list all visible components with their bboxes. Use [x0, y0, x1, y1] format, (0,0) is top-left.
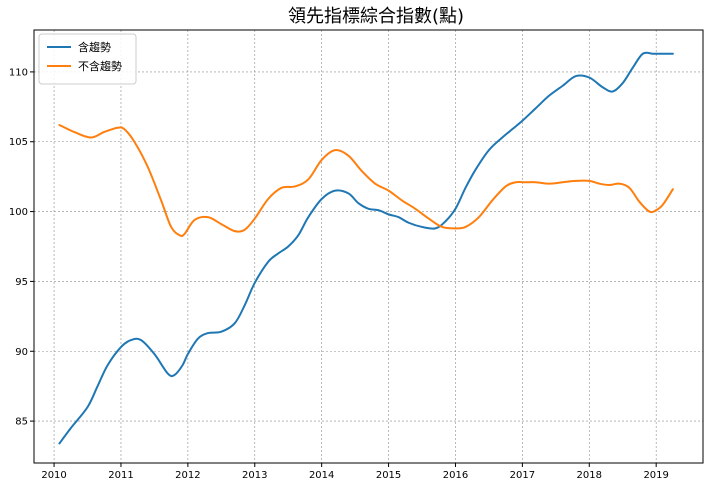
y-tick-label: 95 [15, 277, 28, 288]
series-line-1 [58, 123, 674, 238]
y-tick-label: 85 [15, 417, 28, 428]
series-line-0 [58, 51, 674, 445]
y-tick-label: 90 [15, 347, 28, 358]
x-tick-label: 2018 [577, 470, 602, 481]
x-tick-label: 2015 [376, 470, 401, 481]
chart-title: 領先指標綜合指數(點) [288, 6, 464, 27]
x-tick-label: 2012 [175, 470, 200, 481]
legend-label-0: 含趨勢 [78, 40, 111, 54]
series-lines [58, 51, 674, 445]
y-tick-label: 100 [9, 207, 28, 218]
plot-area-frame [33, 29, 704, 464]
y-axis: 85 90 95 100 105 110 [9, 67, 34, 428]
x-tick-label: 2013 [242, 470, 267, 481]
x-axis: 2010 2011 2012 2013 2014 2015 2016 2017 2018 2019 [41, 463, 669, 481]
x-tick-label: 2016 [443, 470, 468, 481]
grid [34, 30, 703, 463]
x-tick-label: 2011 [108, 470, 133, 481]
x-tick-label: 2019 [643, 470, 668, 481]
y-tick-label: 110 [9, 67, 28, 78]
x-tick-label: 2017 [510, 470, 535, 481]
y-tick-label: 105 [9, 137, 28, 148]
x-tick-label: 2010 [41, 470, 66, 481]
legend-label-1: 不含趨勢 [78, 59, 122, 73]
x-tick-label: 2014 [309, 470, 334, 481]
